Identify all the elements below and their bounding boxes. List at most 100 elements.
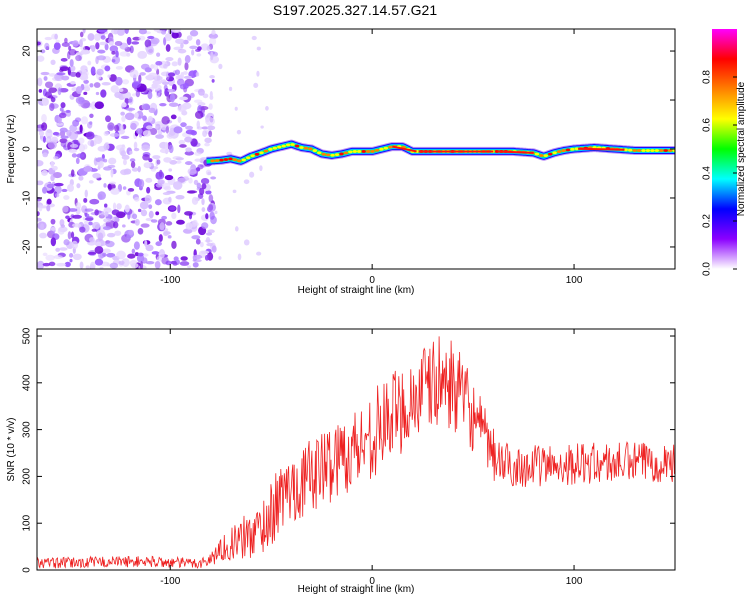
noise-blob [147, 35, 155, 40]
ridge-hotspot [659, 149, 664, 152]
noise-blob [104, 203, 108, 208]
ridge-hotspot [259, 151, 264, 155]
noise-blob [169, 206, 176, 211]
noise-blob [70, 143, 79, 148]
colorbar-tick-label: 0.4 [702, 166, 713, 180]
noise-blob [202, 93, 209, 99]
noise-blob [148, 107, 156, 114]
noise-blob [89, 113, 94, 118]
noise-blob [194, 151, 202, 156]
noise-blob [75, 202, 82, 210]
heatmap-ylabel: Frequency (Hz) [6, 115, 17, 184]
noise-blob [55, 192, 60, 198]
noise-blob [61, 75, 70, 81]
noise-blob [57, 227, 65, 235]
noise-blob [195, 39, 201, 46]
noise-blob [72, 214, 82, 219]
noise-blob [146, 125, 153, 130]
noise-blob [79, 226, 86, 233]
noise-blob [201, 126, 209, 130]
noise-blob [53, 156, 59, 160]
noise-blob [131, 80, 141, 89]
noise-blob [256, 251, 262, 256]
noise-blob [120, 135, 130, 140]
ridge-hotspot [317, 151, 322, 155]
noise-blob [62, 205, 69, 213]
ridge-hotspot [654, 149, 660, 152]
noise-blob [177, 57, 182, 66]
noise-blob [218, 256, 222, 260]
noise-blob [171, 29, 181, 34]
noise-blob [38, 204, 43, 212]
ridge-peak-segment [578, 147, 625, 151]
noise-blob [124, 97, 130, 105]
noise-blob [243, 179, 250, 185]
noise-blob [97, 145, 107, 152]
noise-blob [205, 117, 215, 126]
ridge-hotspot [539, 154, 544, 157]
noise-blob [175, 160, 182, 164]
noise-blob [199, 241, 204, 248]
colorbar [712, 29, 737, 269]
ridge-hotspot [254, 152, 260, 156]
noise-blob [155, 134, 165, 139]
noise-blob [76, 183, 81, 189]
noise-blob [60, 135, 69, 139]
noise-blob [177, 105, 187, 113]
noise-blob [80, 46, 86, 51]
noise-blob [208, 125, 213, 131]
noise-blob [146, 186, 151, 194]
heatmap-xtick-label: 100 [566, 275, 583, 286]
noise-blob [82, 29, 86, 34]
noise-blob [161, 215, 167, 220]
noise-blob [91, 228, 97, 232]
ridge-hotspot [370, 149, 375, 153]
noise-blob [180, 122, 187, 128]
noise-blob [199, 187, 205, 196]
ridge-hotspot [645, 149, 651, 152]
noise-blob [81, 69, 87, 79]
noise-blob [171, 212, 177, 220]
noise-blob [165, 221, 173, 226]
noise-blob [155, 123, 161, 131]
noise-blob [249, 171, 255, 178]
noise-blob [122, 79, 130, 85]
noise-blob [64, 37, 68, 44]
noise-blob [52, 131, 60, 136]
noise-blob [96, 55, 107, 61]
noise-blob [145, 261, 155, 265]
ridge-hotspot [574, 147, 580, 151]
noise-blob [45, 254, 55, 261]
noise-blob [158, 130, 162, 135]
noise-blob [154, 199, 162, 206]
ridge-hotspot [237, 159, 242, 163]
noise-blob [174, 69, 181, 76]
noise-blob [210, 51, 214, 61]
noise-blob [49, 102, 55, 112]
noise-blob [69, 258, 73, 263]
noise-blob [72, 40, 79, 47]
noise-blob [179, 261, 190, 266]
ridge-hotspot [556, 150, 562, 154]
noise-blob [105, 115, 112, 123]
noise-blob [68, 48, 77, 56]
noise-blob [65, 215, 70, 219]
ridge-hotspot [383, 146, 389, 150]
noise-blob [124, 204, 130, 213]
noise-blob [72, 223, 82, 228]
ridge-hotspot [219, 158, 224, 162]
noise-blob [191, 235, 201, 240]
colorbar-tick-label: 0.0 [702, 262, 713, 276]
noise-blob [260, 125, 264, 129]
noise-blob [64, 261, 71, 268]
snr-ytick-label: 100 [22, 514, 33, 531]
noise-blob [63, 195, 70, 200]
noise-blob [152, 155, 161, 160]
noise-blob [131, 248, 136, 254]
ridge-hotspot [334, 153, 340, 157]
noise-blob [154, 260, 161, 269]
ridge-hotspot [263, 149, 269, 153]
noise-blob [120, 111, 125, 116]
ridge-hotspot [352, 150, 357, 153]
noise-blob [243, 239, 250, 246]
